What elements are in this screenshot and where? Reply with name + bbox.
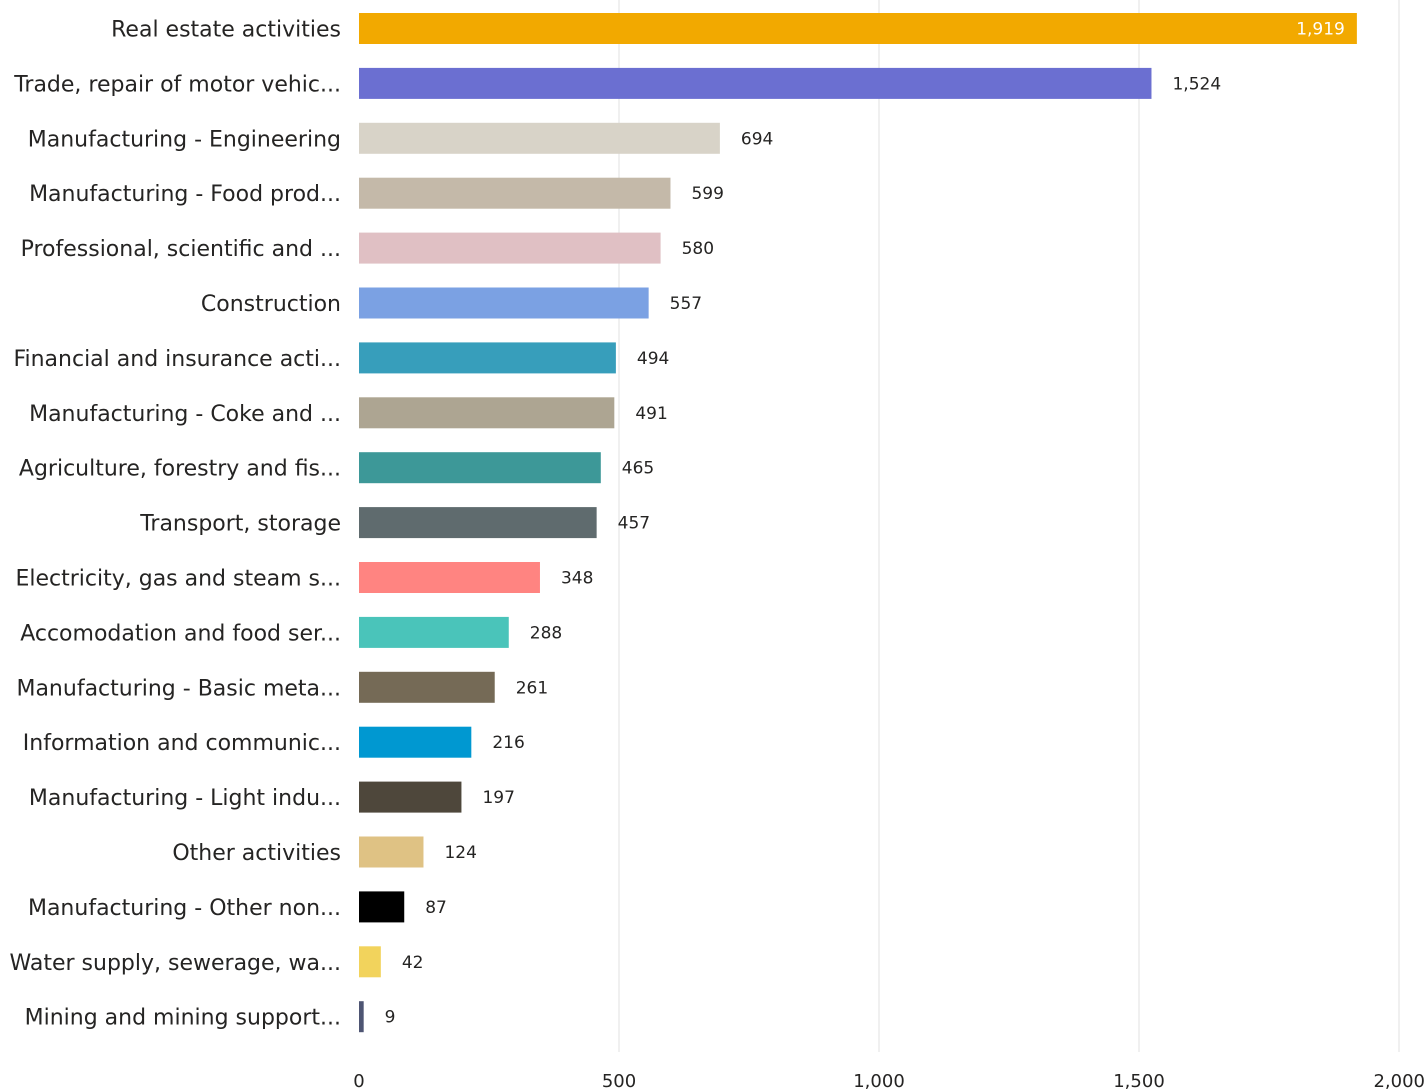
x-axis: 0 500 1,000 1,500 2,000 (353, 1071, 1425, 1090)
data-label: 457 (618, 514, 650, 534)
bar[interactable] (359, 726, 472, 758)
data-label: 491 (635, 404, 667, 424)
category-label: Trade, repair of motor vehic... (13, 72, 341, 97)
category-label: Construction (201, 292, 341, 317)
value-labels: 1,919 1,524 694 599 580 557 494 491 465 457 348 288… (385, 20, 1345, 1028)
bar[interactable] (359, 342, 616, 374)
bar[interactable] (359, 177, 671, 209)
gridlines (618, 0, 1400, 1052)
category-label: Financial and insurance acti... (13, 347, 341, 372)
category-label: Mining and mining support... (25, 1006, 341, 1031)
data-label: 197 (482, 788, 514, 808)
bar[interactable] (359, 836, 424, 868)
data-label: 465 (622, 459, 654, 479)
data-label: 288 (530, 623, 562, 643)
category-labels: Real estate activities Trade, repair of m… (10, 18, 341, 1031)
bar[interactable] (359, 1001, 364, 1033)
bar[interactable] (359, 13, 1357, 44)
category-label: Manufacturing - Basic meta... (16, 676, 341, 701)
category-label: Manufacturing - Engineering (28, 127, 341, 152)
category-label: Accomodation and food ser... (20, 621, 341, 646)
category-label: Other activities (172, 841, 341, 866)
bar[interactable] (359, 616, 509, 648)
data-label: 557 (670, 294, 702, 314)
data-label: 348 (561, 569, 593, 589)
x-tick-label: 2,000 (1373, 1071, 1425, 1090)
data-label: 694 (741, 129, 773, 149)
data-label: 1,524 (1172, 74, 1221, 94)
bar[interactable] (359, 452, 601, 484)
bars (359, 13, 1357, 1033)
bar[interactable] (359, 671, 495, 703)
data-label: 216 (492, 733, 524, 753)
data-label: 42 (402, 953, 424, 973)
x-tick-label: 1,500 (1113, 1071, 1165, 1090)
bar[interactable] (359, 287, 649, 319)
bar[interactable] (359, 562, 540, 593)
category-label: Real estate activities (111, 18, 341, 43)
category-label: Manufacturing - Other non... (28, 896, 341, 921)
data-label: 9 (385, 1008, 396, 1028)
bar[interactable] (359, 232, 661, 264)
x-tick-label: 0 (353, 1071, 364, 1090)
bar[interactable] (359, 122, 720, 154)
category-label: Agriculture, forestry and fis... (19, 457, 341, 482)
bar[interactable] (359, 946, 381, 978)
category-label: Information and communic... (23, 731, 341, 756)
x-tick-label: 1,000 (853, 1071, 905, 1090)
data-label: 261 (516, 678, 548, 698)
data-label: 599 (691, 184, 723, 204)
category-label: Manufacturing - Food prod... (29, 182, 341, 207)
category-label: Water supply, sewerage, wa... (10, 951, 341, 976)
data-label: 87 (425, 898, 447, 918)
data-label: 1,919 (1296, 20, 1345, 40)
data-label: 580 (682, 239, 714, 259)
data-label: 124 (444, 843, 476, 863)
bar[interactable] (359, 781, 462, 813)
data-label: 494 (637, 349, 669, 369)
bar[interactable] (359, 397, 615, 429)
bar[interactable] (359, 67, 1152, 99)
x-tick-label: 500 (602, 1071, 636, 1090)
bar[interactable] (359, 891, 405, 923)
category-label: Professional, scientific and ... (21, 237, 341, 262)
bar[interactable] (359, 507, 597, 539)
category-label: Transport, storage (139, 512, 341, 537)
category-label: Manufacturing - Light indu... (29, 786, 341, 811)
category-label: Electricity, gas and steam s... (15, 567, 341, 592)
category-label: Manufacturing - Coke and ... (29, 402, 341, 427)
